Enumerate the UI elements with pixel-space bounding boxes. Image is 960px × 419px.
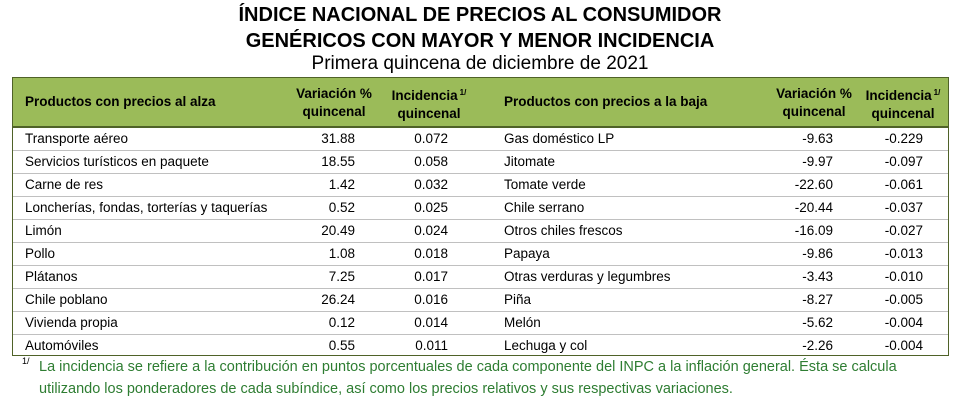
header-down-incidence-note: 1/ <box>933 88 941 97</box>
up-incidence: 0.025 <box>414 200 448 215</box>
up-incidence: 0.016 <box>414 292 448 307</box>
down-product: Otros chiles frescos <box>504 223 623 238</box>
footnote-marker: 1/ <box>22 356 30 366</box>
up-incidence: 0.032 <box>414 177 448 192</box>
down-variation: -5.62 <box>802 315 833 330</box>
up-variation: 26.24 <box>321 292 355 307</box>
up-variation: 7.25 <box>328 269 355 284</box>
header-down-incidence-line1: Incidencia <box>865 88 932 103</box>
down-variation: -16.09 <box>794 223 833 238</box>
table-row: Loncherías, fondas, torterías y taquería… <box>13 197 948 220</box>
table-header: Productos con precios al alza Variación … <box>13 78 948 128</box>
down-product: Melón <box>504 315 541 330</box>
up-product: Chile poblano <box>25 292 108 307</box>
down-incidence: -0.010 <box>884 269 923 284</box>
header-up-incidence-line2: quincenal <box>397 106 461 121</box>
up-incidence: 0.058 <box>414 154 448 169</box>
down-variation: -2.26 <box>802 338 833 353</box>
table-row: Servicios turísticos en paquete 18.55 0.… <box>13 151 948 174</box>
up-product: Loncherías, fondas, torterías y taquería… <box>25 200 268 215</box>
header-up-incidence-line1: Incidencia <box>391 88 458 103</box>
header-up-variation-line2: quincenal <box>302 104 366 119</box>
up-product: Pollo <box>25 246 56 261</box>
up-product: Carne de res <box>25 177 104 192</box>
down-variation: -20.44 <box>794 200 833 215</box>
header-up-variation: Variación % quincenal <box>285 85 383 121</box>
up-incidence: 0.072 <box>414 131 448 146</box>
down-variation: -9.86 <box>802 246 833 261</box>
down-variation: -9.97 <box>802 154 833 169</box>
table-row: Vivienda propia 0.12 0.014 Melón -5.62 -… <box>13 312 948 335</box>
down-incidence: -0.097 <box>884 154 923 169</box>
up-incidence: 0.017 <box>414 269 448 284</box>
up-product: Servicios turísticos en paquete <box>25 154 209 169</box>
down-product: Gas doméstico LP <box>504 131 615 146</box>
down-incidence: -0.061 <box>884 177 923 192</box>
footnote-text: La incidencia se refiere a la contribuci… <box>39 359 897 397</box>
up-incidence: 0.024 <box>414 223 448 238</box>
up-product: Vivienda propia <box>25 315 118 330</box>
table-row: Limón 20.49 0.024 Otros chiles frescos -… <box>13 220 948 243</box>
up-incidence: 0.014 <box>414 315 448 330</box>
up-variation: 20.49 <box>321 223 355 238</box>
header-down-variation-line1: Variación % <box>776 86 852 101</box>
down-incidence: -0.004 <box>884 315 923 330</box>
header-down-products: Productos con precios a la baja <box>504 94 708 109</box>
down-product: Piña <box>504 292 532 307</box>
up-incidence: 0.018 <box>414 246 448 261</box>
up-product: Limón <box>25 223 62 238</box>
down-incidence: -0.027 <box>884 223 923 238</box>
page-title-line-2: GENÉRICOS CON MAYOR Y MENOR INCIDENCIA <box>245 30 715 52</box>
page-subtitle: Primera quincena de diciembre de 2021 <box>311 53 649 74</box>
header-up-variation-line1: Variación % <box>296 86 372 101</box>
down-incidence: -0.004 <box>884 338 923 353</box>
header-down-variation-line2: quincenal <box>782 104 846 119</box>
down-product: Chile serrano <box>504 200 585 215</box>
up-incidence: 0.011 <box>415 338 448 353</box>
header-up-incidence: Incidencia 1/ quincenal <box>379 87 479 123</box>
table-row: Transporte aéreo 31.88 0.072 Gas domésti… <box>13 128 948 151</box>
table-row: Carne de res 1.42 0.032 Tomate verde -22… <box>13 174 948 197</box>
down-incidence: -0.013 <box>884 246 923 261</box>
table-row: Automóviles 0.55 0.011 Lechuga y col -2.… <box>13 335 948 358</box>
down-product: Papaya <box>504 246 550 261</box>
incidence-table: Productos con precios al alza Variación … <box>12 77 949 356</box>
up-variation: 1.42 <box>328 177 355 192</box>
header-up-products: Productos con precios al alza <box>25 94 216 109</box>
table-row: Pollo 1.08 0.018 Papaya -9.86 -0.013 <box>13 243 948 266</box>
up-product: Plátanos <box>25 269 78 284</box>
table-row: Chile poblano 26.24 0.016 Piña -8.27 -0.… <box>13 289 948 312</box>
header-up-incidence-note: 1/ <box>459 88 467 97</box>
up-variation: 18.55 <box>321 154 355 169</box>
down-incidence: -0.037 <box>884 200 923 215</box>
down-incidence: -0.229 <box>884 131 923 146</box>
up-variation: 0.12 <box>328 315 355 330</box>
down-product: Otras verduras y legumbres <box>504 269 671 284</box>
page-title: ÍNDICE NACIONAL DE PRECIOS AL CONSUMIDOR <box>238 4 722 26</box>
down-variation: -9.63 <box>802 131 833 146</box>
down-variation: -22.60 <box>794 177 833 192</box>
header-down-variation: Variación % quincenal <box>765 85 863 121</box>
down-product: Jitomate <box>504 154 556 169</box>
down-variation: -8.27 <box>802 292 833 307</box>
table-row: Plátanos 7.25 0.017 Otras verduras y leg… <box>13 266 948 289</box>
down-product: Tomate verde <box>504 177 586 192</box>
down-product: Lechuga y col <box>504 338 588 353</box>
down-variation: -3.43 <box>802 269 833 284</box>
up-variation: 0.52 <box>328 200 355 215</box>
up-variation: 31.88 <box>321 131 355 146</box>
up-product: Automóviles <box>25 338 99 353</box>
header-down-incidence-line2: quincenal <box>871 106 935 121</box>
down-incidence: -0.005 <box>884 292 923 307</box>
up-variation: 0.55 <box>328 338 355 353</box>
header-down-incidence: Incidencia 1/ quincenal <box>858 87 948 123</box>
up-variation: 1.08 <box>328 246 355 261</box>
up-product: Transporte aéreo <box>25 131 129 146</box>
